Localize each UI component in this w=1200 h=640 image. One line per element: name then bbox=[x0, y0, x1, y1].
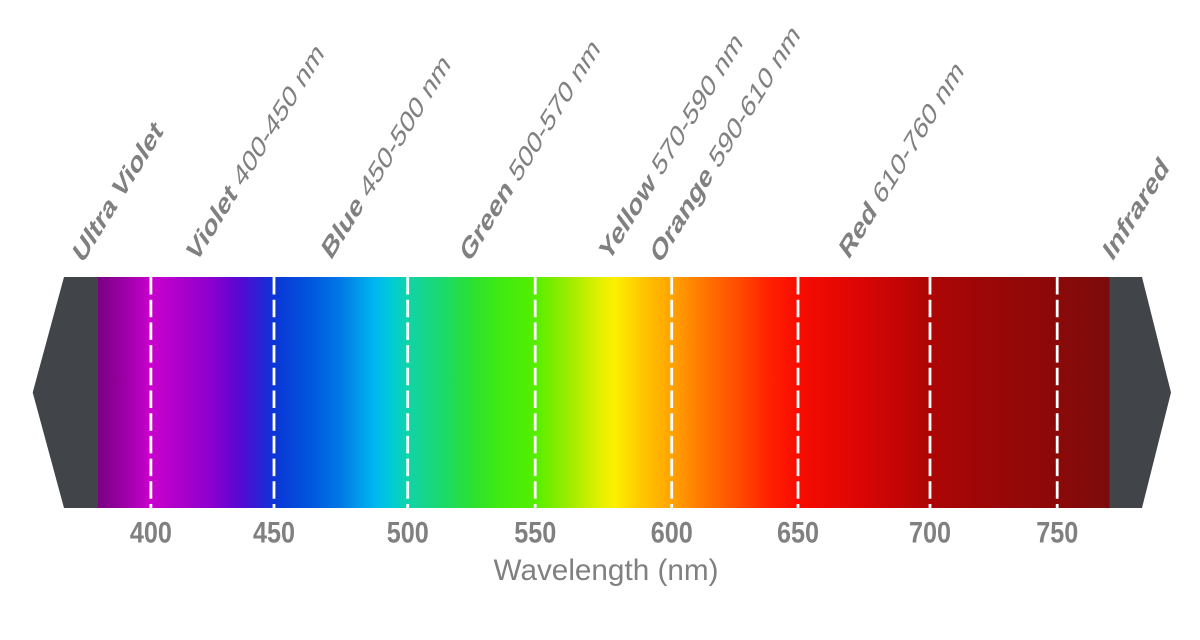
svg-text:Wavelength (nm): Wavelength (nm) bbox=[494, 554, 719, 587]
svg-text:500: 500 bbox=[387, 515, 429, 549]
svg-text:450: 450 bbox=[253, 515, 295, 549]
svg-text:Red 610-760 nm: Red 610-760 nm bbox=[835, 54, 968, 265]
svg-text:Ultra Violet: Ultra Violet bbox=[68, 114, 167, 269]
svg-text:550: 550 bbox=[514, 515, 556, 549]
svg-text:650: 650 bbox=[777, 515, 819, 549]
svg-text:Green 500-570 nm: Green 500-570 nm bbox=[455, 31, 604, 267]
svg-text:Blue 450-500 nm: Blue 450-500 nm bbox=[317, 47, 455, 265]
svg-text:600: 600 bbox=[651, 515, 693, 549]
svg-text:700: 700 bbox=[909, 515, 951, 549]
svg-text:750: 750 bbox=[1036, 515, 1078, 549]
svg-text:Infrared: Infrared bbox=[1098, 150, 1173, 266]
svg-text:Violet 400-450 nm: Violet 400-450 nm bbox=[182, 36, 328, 268]
svg-text:400: 400 bbox=[130, 515, 172, 549]
